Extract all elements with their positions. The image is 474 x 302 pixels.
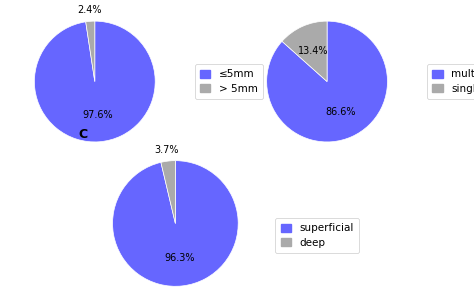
Text: 13.4%: 13.4% — [298, 46, 329, 56]
Wedge shape — [112, 161, 238, 286]
Wedge shape — [35, 21, 155, 142]
Legend: superficial, deep: superficial, deep — [275, 218, 359, 253]
Text: 97.6%: 97.6% — [82, 110, 113, 120]
Wedge shape — [267, 21, 387, 142]
Text: B: B — [233, 0, 243, 2]
Text: 3.7%: 3.7% — [155, 145, 179, 155]
Wedge shape — [282, 21, 327, 82]
Text: 2.4%: 2.4% — [77, 5, 102, 15]
Wedge shape — [86, 21, 95, 82]
Legend: ≤5mm, > 5mm: ≤5mm, > 5mm — [195, 64, 263, 99]
Text: 96.3%: 96.3% — [164, 253, 195, 263]
Text: 86.6%: 86.6% — [325, 107, 356, 117]
Text: A: A — [1, 0, 11, 2]
Text: C: C — [78, 128, 87, 141]
Wedge shape — [161, 161, 175, 223]
Legend: multiple, single: multiple, single — [427, 64, 474, 99]
